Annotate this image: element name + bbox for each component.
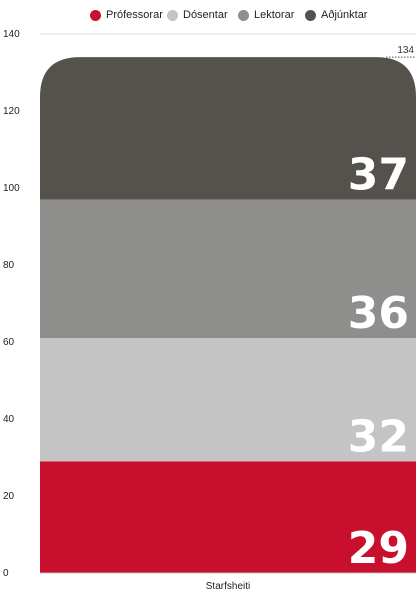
legend-item-professorar: Prófessorar <box>90 7 163 23</box>
legend: Prófessorar Dósentar Lektorar Aðjúnktar <box>0 7 419 23</box>
y-tick-label: 80 <box>3 260 15 271</box>
total-label: 134 <box>397 45 414 56</box>
bar-segment-professorar <box>40 461 416 573</box>
legend-label-adjunktar: Aðjúnktar <box>321 9 368 21</box>
y-tick-label: 20 <box>3 491 15 502</box>
y-tick-label: 60 <box>3 337 15 348</box>
y-tick-label: 40 <box>3 414 15 425</box>
y-tick-label: 140 <box>3 29 20 40</box>
y-tick-label: 120 <box>3 106 20 117</box>
legend-item-adjunktar: Aðjúnktar <box>305 7 367 23</box>
legend-label-professorar: Prófessorar <box>106 9 163 21</box>
legend-label-lektorar: Lektorar <box>254 9 295 21</box>
legend-swatch-adjunktar <box>305 9 316 21</box>
legend-swatch-professorar <box>90 9 101 21</box>
legend-item-dosentar: Dósentar <box>167 7 228 23</box>
y-tick-label: 0 <box>3 568 9 579</box>
legend-item-lektorar: Lektorar <box>238 7 294 23</box>
legend-swatch-dosentar <box>167 9 178 21</box>
y-tick-label: 100 <box>3 183 20 194</box>
legend-label-dosentar: Dósentar <box>183 9 228 21</box>
data-label-professorar: 29 <box>348 523 409 574</box>
bar-segment-dosentar <box>40 338 416 462</box>
data-label-ajunktar: 37 <box>348 150 409 201</box>
bar-segment-lektorar <box>40 199 416 339</box>
bar-segment-ajunktar <box>40 57 416 200</box>
x-category-label: Starfsheiti <box>206 581 250 590</box>
data-label-dosentar: 32 <box>348 411 409 462</box>
legend-swatch-lektorar <box>238 9 249 21</box>
data-label-lektorar: 36 <box>348 288 409 339</box>
